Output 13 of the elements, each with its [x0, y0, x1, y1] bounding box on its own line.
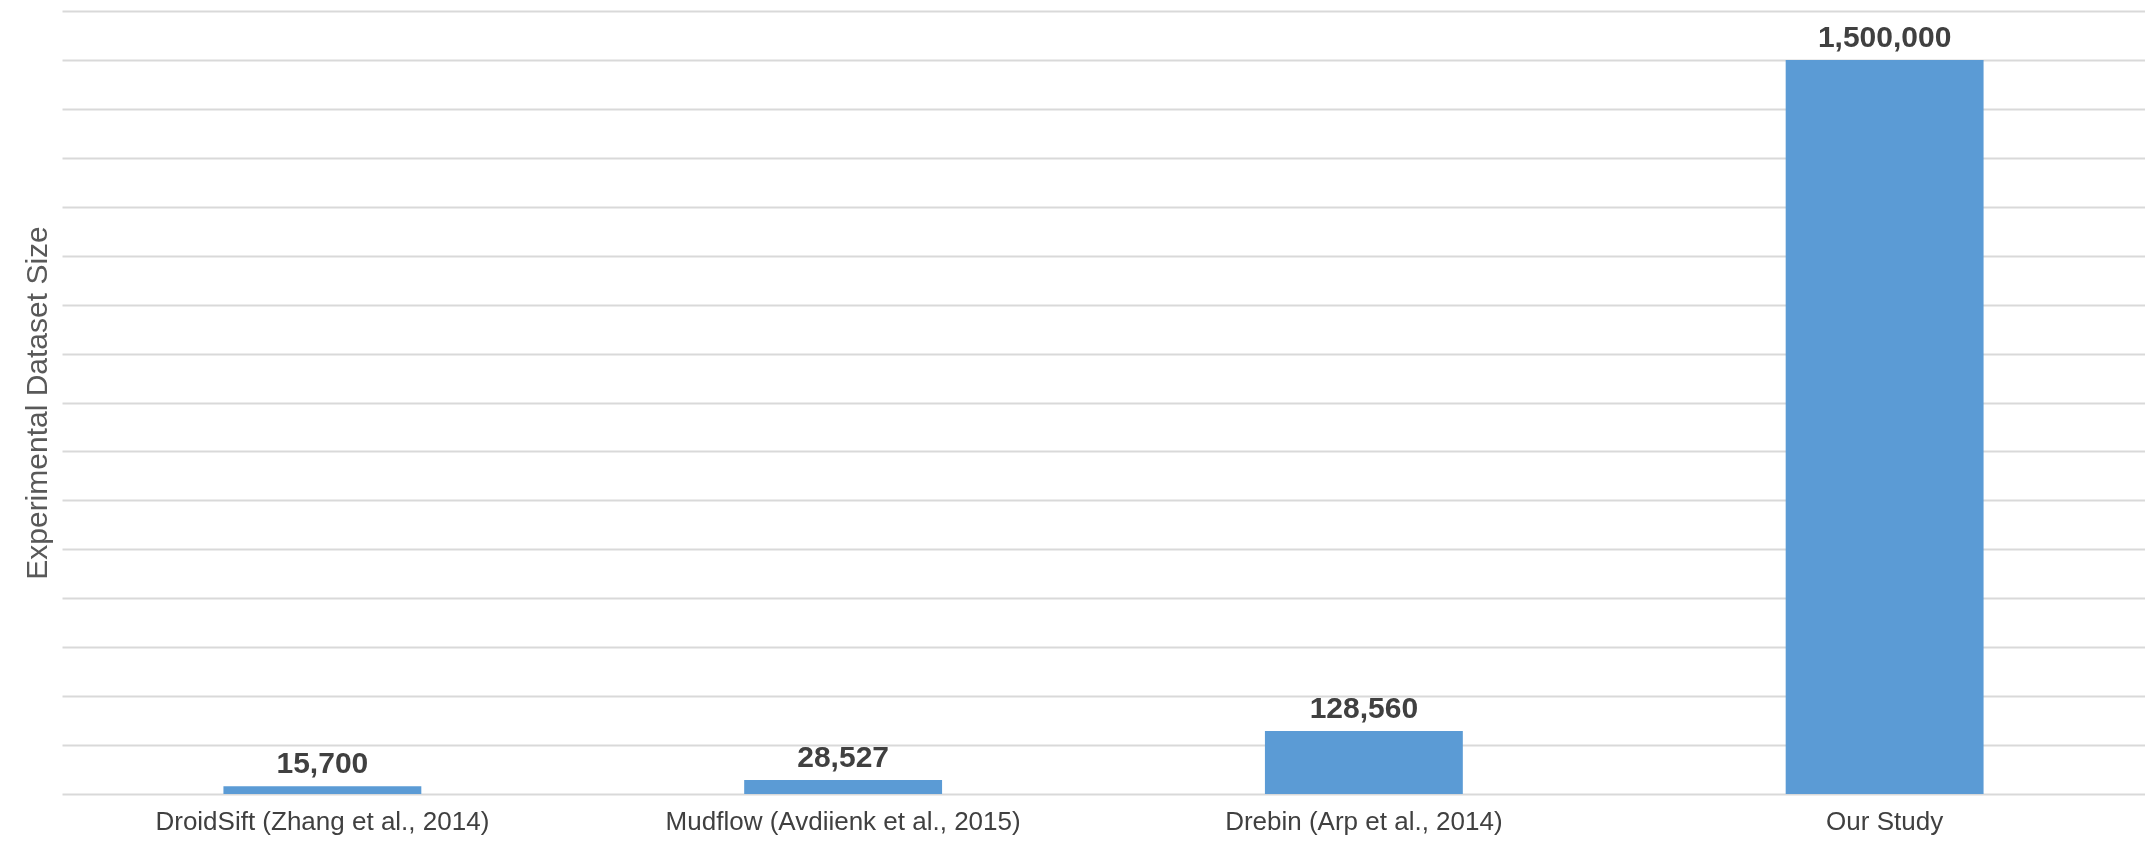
x-tick-label: Mudflow (Avdiienk et al., 2015) [665, 805, 1021, 836]
data-label: 128,560 [1309, 691, 1419, 725]
data-label: 15,700 [276, 746, 369, 780]
bar [1785, 59, 1984, 794]
data-label: 28,527 [797, 740, 890, 774]
data-label: 1,500,000 [1817, 19, 1952, 53]
x-tick-label: Drebin (Arp et al., 2014) [1225, 805, 1503, 836]
bar [744, 780, 943, 794]
x-tick-label: DroidSift (Zhang et al., 2014) [155, 805, 490, 836]
x-tick-label: Our Study [1826, 805, 1944, 836]
bar [223, 786, 422, 794]
y-axis-title: Experimental Dataset Size [19, 226, 53, 580]
bar [1264, 731, 1463, 794]
